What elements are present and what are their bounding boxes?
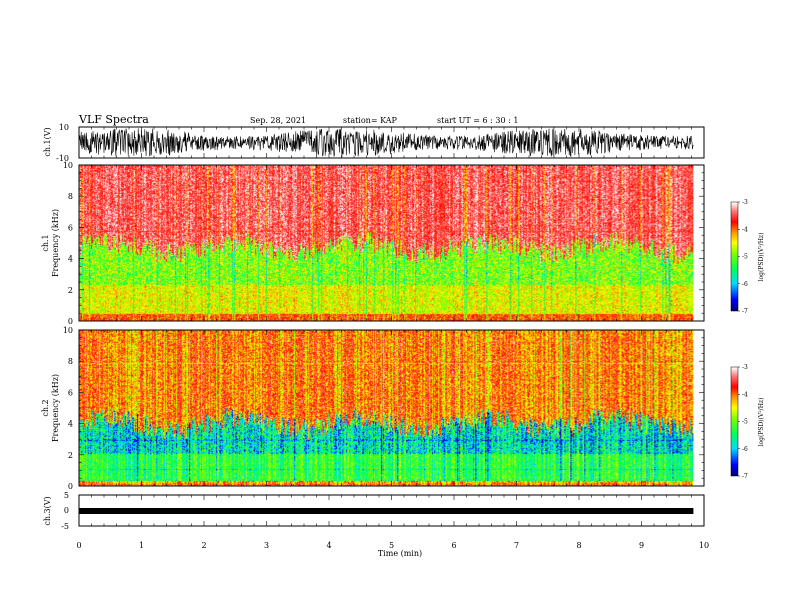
x-tick-label: 7 — [514, 541, 519, 550]
x-tick-label: 10 — [699, 541, 709, 550]
ch2-spec-xticks — [78, 330, 705, 486]
y-tick-label: 2 — [68, 286, 73, 295]
x-tick-label: 9 — [639, 541, 644, 550]
header-station: station= KAP — [343, 116, 398, 125]
y-tick-label: 10 — [63, 326, 73, 335]
ch2-spec-ylabel-frequency: Frequency (kHz) — [51, 374, 60, 442]
x-axis-tick-labels: 0 1 2 3 4 5 6 7 8 9 10 — [76, 541, 709, 550]
y-tick-label: 6 — [68, 223, 73, 232]
x-tick-label: 6 — [451, 541, 456, 550]
ch2-spec-ylabel-channel: ch.2 — [41, 399, 50, 416]
colorbar-tick-label: -3 — [742, 364, 748, 371]
ch2-spec-yticks: 0 2 4 6 8 10 — [63, 326, 704, 491]
ch1-wave-ylabel: ch.1(V) — [43, 127, 52, 156]
y-tick-label: 8 — [68, 357, 73, 366]
x-tick-label: 3 — [264, 541, 269, 550]
ch1-wave-xticks — [78, 127, 705, 158]
ch1-spectrogram-image — [79, 165, 694, 321]
colorbar-tick-label: -5 — [742, 254, 748, 261]
colorbar-gradient — [731, 367, 738, 476]
y-tick-label: 6 — [68, 388, 73, 397]
y-tick-label: 4 — [68, 255, 73, 264]
colorbar-tick-label: -6 — [742, 446, 748, 453]
ch1-waveform-panel: 10 -10 ch.1(V) — [43, 123, 705, 163]
y-tick-label: 0 — [68, 482, 73, 491]
ch1-waveform-trace — [78, 128, 694, 158]
ch3-waveform-panel: 5 0 -5 ch.3(V) — [43, 491, 705, 531]
y-tick-label: 0 — [68, 317, 73, 326]
ch1-waveform-path — [78, 128, 694, 158]
x-tick-label: 1 — [139, 541, 144, 550]
ch3-wave-ytick-bottom: -5 — [61, 522, 69, 531]
ch2-spectrogram-image — [79, 330, 694, 486]
ch3-wave-ytick-mid: 0 — [64, 506, 69, 515]
ch3-wave-ylabel: ch.3(V) — [43, 496, 52, 525]
x-tick-label: 2 — [201, 541, 206, 550]
x-tick-label: 5 — [389, 541, 394, 550]
y-tick-label: 4 — [68, 420, 73, 429]
ch2-colorbar-ticks: -3 -4 -5 -6 -7 — [738, 364, 748, 480]
ch1-spec-yticks: 0 2 4 6 8 10 — [63, 161, 704, 326]
ch1-colorbar-label: log(PSD)(V²/Hz) — [758, 233, 765, 282]
colorbar-tick-label: -4 — [742, 391, 748, 398]
ch1-wave-ytick-top: 10 — [59, 123, 69, 132]
y-tick-label: 10 — [63, 161, 73, 170]
colorbar-tick-label: -7 — [742, 308, 748, 315]
y-tick-label: 2 — [68, 451, 73, 460]
colorbar-tick-label: -5 — [742, 419, 748, 426]
x-tick-label: 8 — [576, 541, 581, 550]
colorbar-tick-label: -7 — [742, 473, 748, 480]
header-start-time: start UT = 6 : 30 : 1 — [437, 116, 518, 125]
ch1-spec-ylabel-channel: ch.1 — [41, 234, 50, 251]
ch1-wave-ytick-bottom: -10 — [56, 154, 69, 163]
header-date: Sep. 28, 2021 — [250, 116, 306, 125]
ch3-wave-ytick-top: 5 — [64, 491, 69, 500]
colorbar-tick-label: -3 — [742, 199, 748, 206]
ch1-colorbar-ticks: -3 -4 -5 -6 -7 — [738, 199, 748, 315]
colorbar-gradient — [731, 202, 738, 311]
x-tick-label: 0 — [76, 541, 81, 550]
x-tick-label: 4 — [326, 541, 331, 550]
figure-title: VLF Spectra — [78, 113, 149, 126]
ch1-spec-ylabel-frequency: Frequency (kHz) — [51, 209, 60, 277]
ch2-colorbar-label: log(PSD)(V²/Hz) — [758, 398, 765, 447]
x-axis-label: Time (min) — [378, 549, 422, 558]
y-tick-label: 8 — [68, 192, 73, 201]
colorbar-tick-label: -4 — [742, 226, 748, 233]
ch3-wave-xticks — [78, 495, 705, 526]
colorbar-tick-label: -6 — [742, 281, 748, 288]
ch3-waveform-trace — [79, 508, 694, 514]
ch1-spec-xticks — [78, 165, 705, 321]
